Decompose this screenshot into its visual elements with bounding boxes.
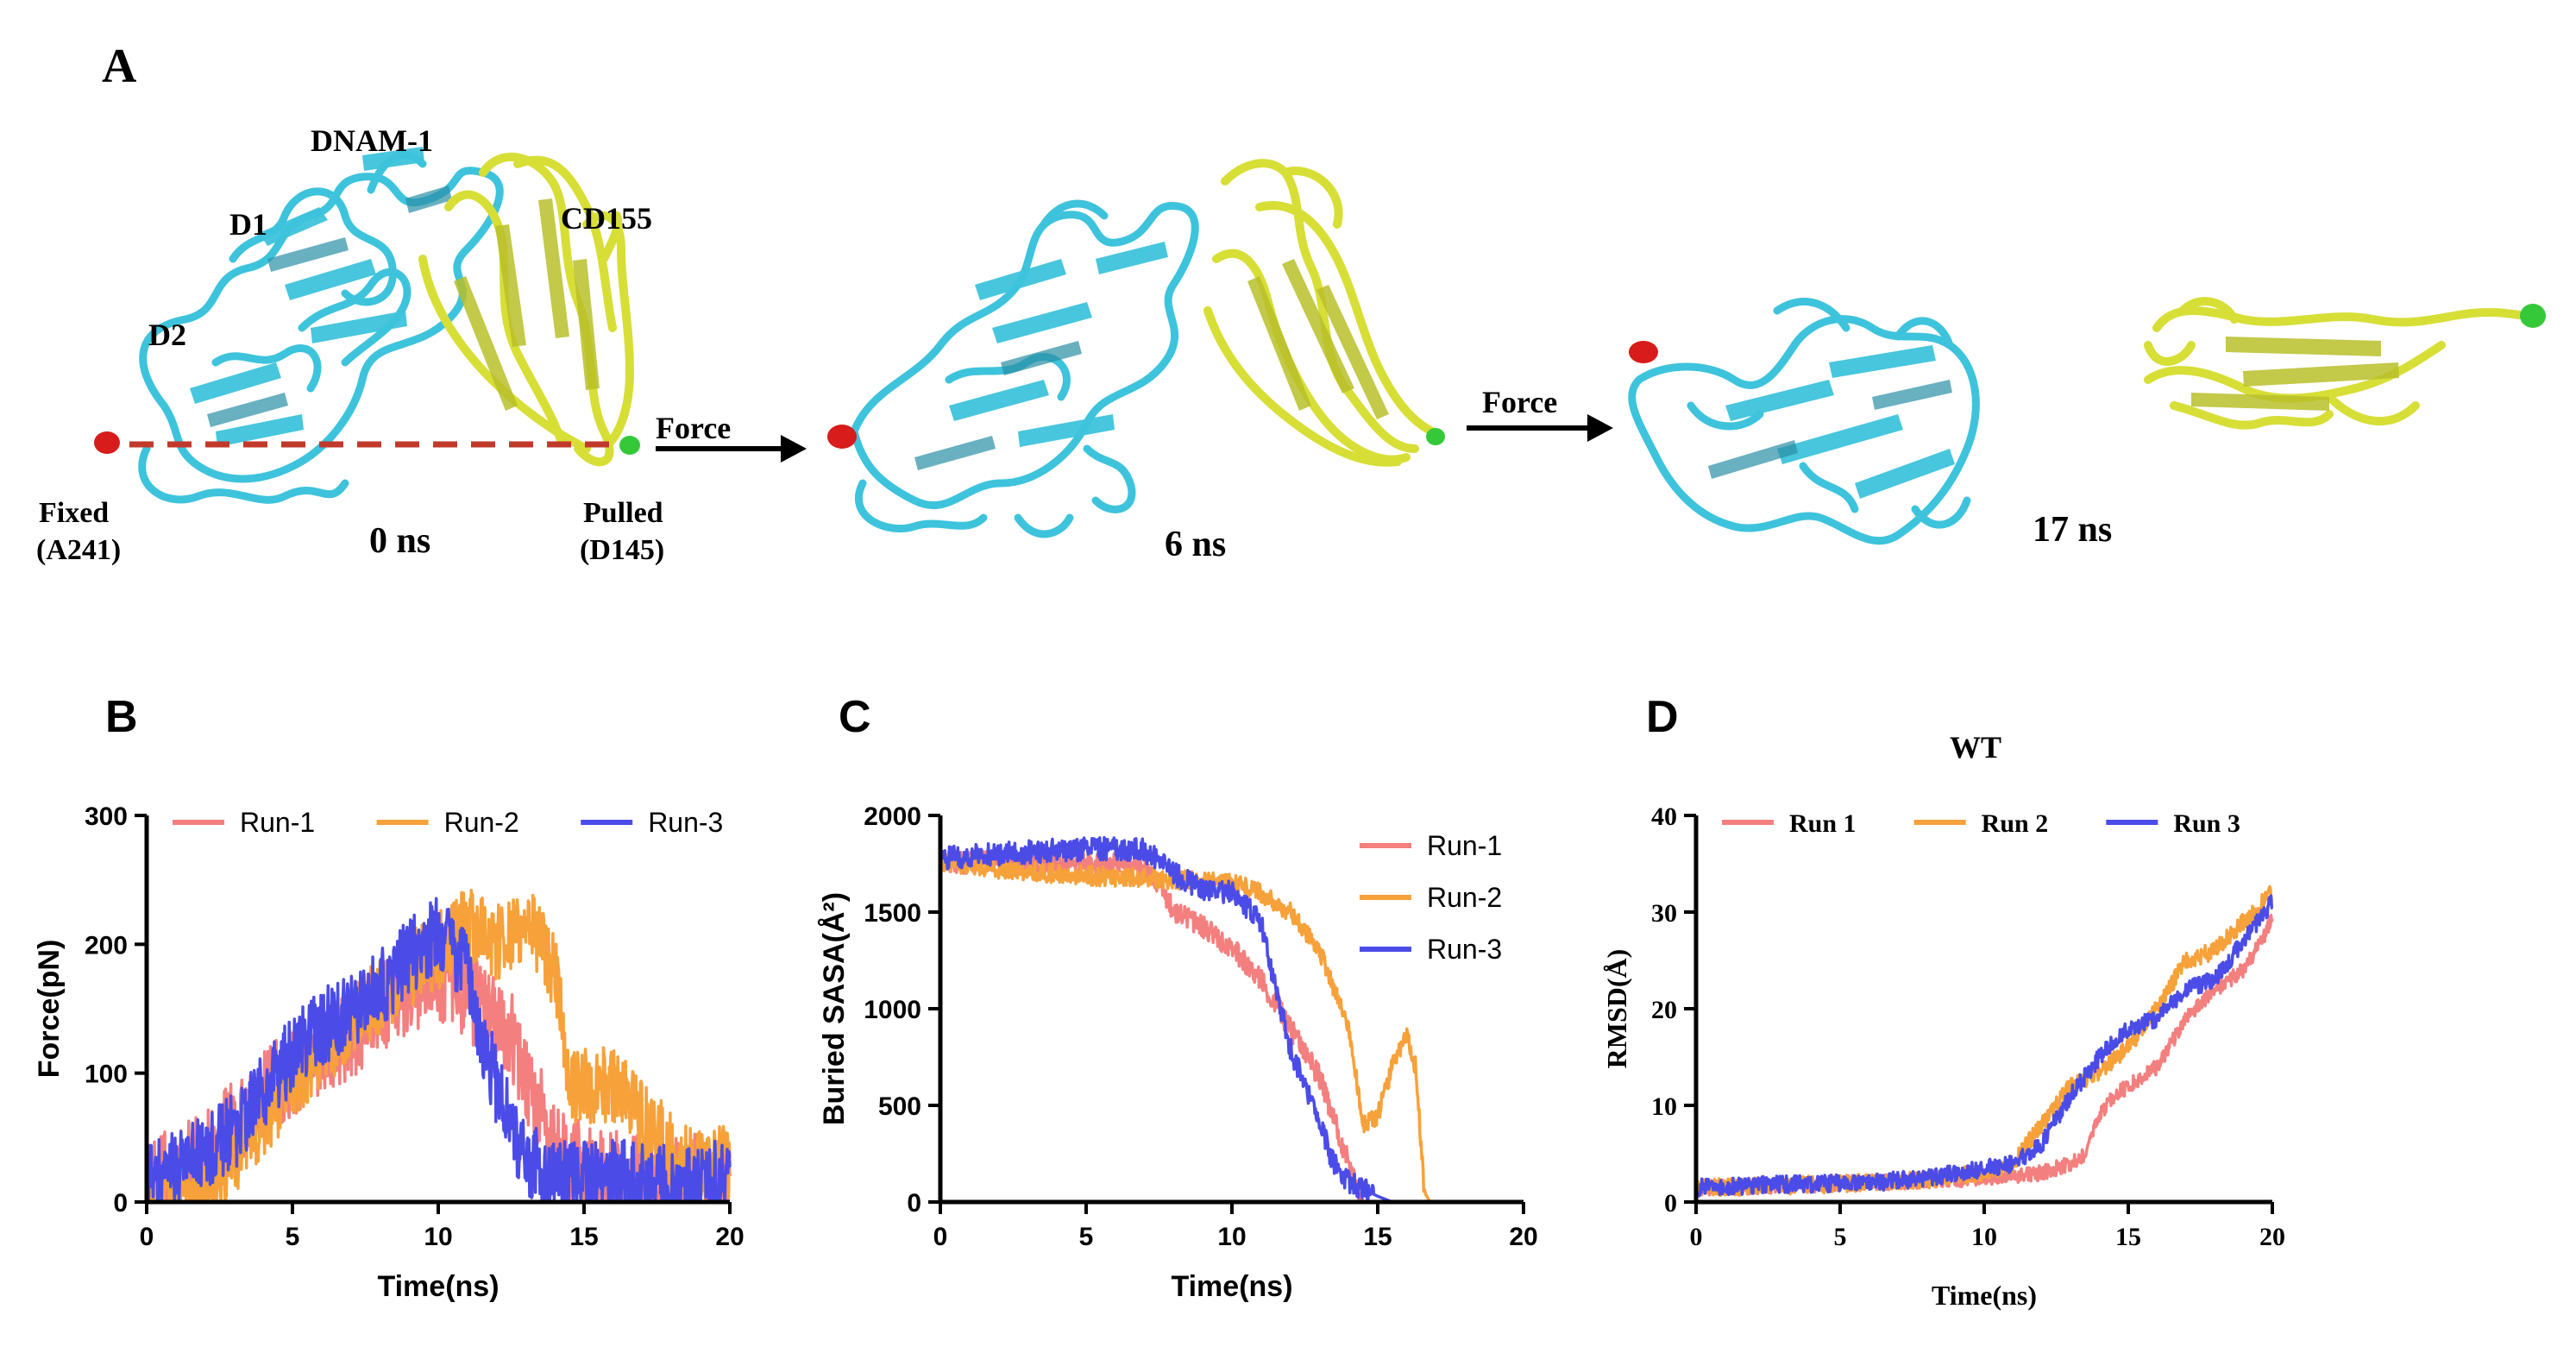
x-tick-label: 0: [933, 1223, 948, 1251]
y-tick-label: 0: [907, 1189, 921, 1218]
y-tick-label: 100: [85, 1060, 128, 1089]
legend-label: Run-2: [444, 807, 519, 838]
x-tick-label: 10: [1971, 1223, 1997, 1251]
label-pulled-residue: (D145): [580, 534, 664, 566]
panel-letter-c: C: [839, 692, 871, 742]
complex-17ns: [1628, 297, 2546, 545]
legend-label: Run 1: [1789, 809, 1857, 838]
y-tick-label: 20: [1651, 996, 1677, 1024]
y-tick-label: 300: [85, 802, 128, 831]
panel-letter-d: D: [1646, 692, 1679, 742]
series-line-run-2: [1696, 884, 2274, 1198]
x-tick-label: 15: [569, 1223, 598, 1251]
y-tick-label: 500: [878, 1092, 921, 1121]
chart-panel-b: B0 5 10 15 200100200300Time(ns)Force(pN)Run-…: [33, 692, 745, 1303]
force-arrow-2: [1467, 414, 1613, 442]
x-tick-label: 5: [1834, 1223, 1847, 1251]
panel-a: A: [36, 40, 2546, 566]
legend-label: Run-3: [1427, 934, 1502, 965]
y-tick-label: 1500: [864, 899, 921, 928]
chart-title: WT: [1950, 730, 2001, 765]
x-tick-label: 20: [715, 1223, 744, 1251]
legend-label: Run 2: [1982, 809, 2049, 838]
pulled-atom: [619, 436, 640, 455]
complex-0ns: [94, 147, 640, 504]
x-tick-label: 15: [2115, 1223, 2141, 1251]
chart-panel-c: C 0 5 10 15 20 0 500 1000 1500 2000 Time(ns) Buried …: [818, 692, 1538, 1303]
legend-label: Run-1: [240, 807, 315, 838]
label-dnam1: DNAM-1: [311, 123, 433, 158]
fixed-atom-6ns: [827, 425, 857, 449]
x-axis-label: Time(ns): [377, 1270, 499, 1303]
y-tick-label: 40: [1651, 802, 1677, 831]
x-tick-label: 5: [1079, 1223, 1094, 1251]
label-fixed: Fixed: [39, 497, 109, 529]
y-tick-label: 2000: [864, 802, 921, 831]
timepoint-6ns: 6 ns: [1165, 525, 1226, 564]
y-tick-label: 0: [113, 1189, 128, 1218]
dnam1-ribbon-6ns: [850, 199, 1199, 538]
label-cd155: CD155: [561, 201, 652, 236]
legend-label: Run 3: [2173, 809, 2240, 838]
label-d1: D1: [229, 207, 267, 242]
legend-label: Run-1: [1427, 830, 1502, 861]
label-fixed-residue: (A241): [36, 534, 121, 566]
x-axis-label: Time(ns): [1932, 1280, 2037, 1311]
x-axis-label: Time(ns): [1171, 1270, 1292, 1303]
panel-letter-b: B: [105, 692, 138, 742]
x-tick-label: 20: [2259, 1223, 2285, 1251]
force-label-2: Force: [1482, 385, 1557, 419]
pulled-atom-6ns: [1426, 428, 1445, 445]
y-tick-label: 30: [1651, 899, 1677, 928]
x-tick-label: 0: [1690, 1223, 1703, 1251]
x-tick-label: 5: [286, 1223, 300, 1251]
x-tick-label: 0: [140, 1223, 154, 1251]
y-tick-label: 1000: [864, 996, 921, 1024]
chart-panel-d: D WT 0 5 10 15 20 0 10 20 30 40 Time(ns) RMSD(Å) Run 1…: [1601, 692, 2285, 1311]
force-label-1: Force: [656, 411, 731, 445]
y-axis-label: RMSD(Å): [1601, 949, 1632, 1069]
y-axis-label: Force(pN): [33, 940, 66, 1079]
complex-6ns: [827, 159, 1445, 538]
y-axis-label: Buried SASA(Å²): [818, 892, 851, 1125]
x-tick-label: 10: [1217, 1223, 1246, 1251]
fixed-atom-17ns: [1629, 341, 1658, 363]
cd155-ribbon-17ns: [2144, 297, 2523, 430]
y-tick-label: 0: [1664, 1189, 1677, 1218]
pulled-atom-17ns: [2520, 304, 2546, 328]
dnam1-ribbon-17ns: [1628, 298, 1980, 545]
y-tick-label: 10: [1651, 1092, 1677, 1121]
force-arrow-1: [656, 435, 807, 463]
label-pulled: Pulled: [583, 497, 663, 529]
x-tick-label: 20: [1509, 1223, 1537, 1251]
label-d2: D2: [148, 318, 186, 352]
fixed-atom: [94, 431, 120, 454]
legend-label: Run-2: [1427, 882, 1502, 913]
y-tick-label: 200: [85, 931, 128, 960]
cd155-ribbon-6ns: [1203, 159, 1436, 467]
legend-label: Run-3: [648, 807, 723, 838]
series-line-run-3: [1696, 894, 2274, 1198]
x-tick-label: 15: [1363, 1223, 1392, 1251]
panel-a-letter: A: [102, 40, 137, 93]
timepoint-0ns: 0 ns: [369, 521, 430, 561]
timepoint-17ns: 17 ns: [2033, 510, 2112, 550]
x-tick-label: 10: [424, 1223, 452, 1251]
